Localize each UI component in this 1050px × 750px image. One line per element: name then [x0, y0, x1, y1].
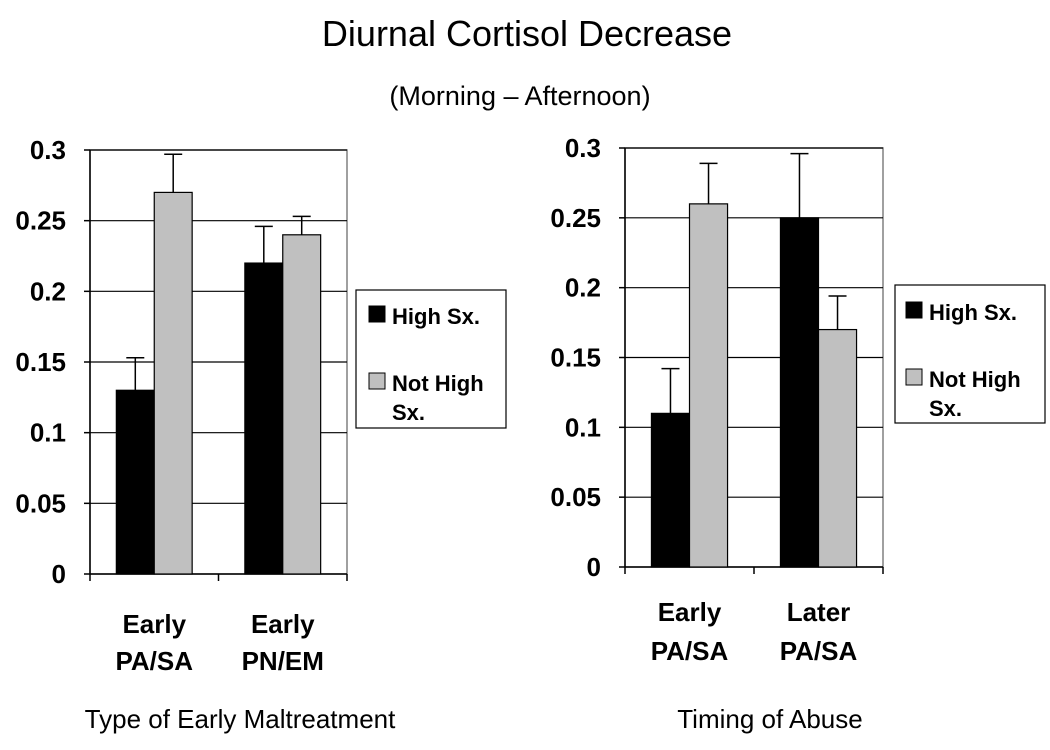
bar-not-high-2 — [282, 234, 322, 575]
y-tick-label: 0.05 — [15, 488, 66, 518]
y-tick-label: 0 — [587, 552, 601, 582]
y-tick-label: 0.1 — [30, 418, 66, 448]
y-tick-label: 0.1 — [565, 412, 601, 442]
legend-swatch-not-high — [905, 368, 923, 386]
x-axis-label: Timing of Abuse — [677, 704, 862, 734]
category-label: PA/SA — [115, 646, 193, 676]
y-tick-label: 0.2 — [565, 273, 601, 303]
legend-swatch-not-high — [368, 372, 386, 390]
chart-type-of-early-maltreatment: 0 0.05 0.1 0.15 0.2 0.25 0.3 Early PA/SA Early PN/… — [15, 135, 507, 734]
y-tick-label: 0.2 — [30, 276, 66, 306]
category-label: PA/SA — [651, 636, 729, 666]
category-label: Early — [658, 597, 722, 627]
y-tick-label: 0.15 — [15, 347, 66, 377]
y-tick-label: 0.15 — [550, 343, 601, 373]
legend-label-high: High Sx. — [392, 304, 480, 329]
bar-high-2 — [779, 217, 820, 568]
legend-label-not-high: Not High — [392, 371, 484, 396]
legend-label-high: High Sx. — [929, 300, 1017, 325]
y-tick-label: 0.3 — [565, 133, 601, 163]
chart-title: Diurnal Cortisol Decrease — [322, 13, 732, 54]
bar-high-1 — [650, 412, 691, 568]
bar-not-high-2 — [817, 328, 858, 568]
bar-high-2 — [244, 262, 284, 575]
category-label: PN/EM — [242, 646, 324, 676]
bar-high-1 — [115, 389, 155, 575]
legend-label-not-high: Not High — [929, 367, 1021, 392]
x-axis-label: Type of Early Maltreatment — [85, 704, 396, 734]
legend-label-not-high: Sx. — [392, 400, 425, 425]
y-tick-label: 0.3 — [30, 135, 66, 165]
chart-subtitle: (Morning – Afternoon) — [389, 81, 650, 111]
category-label: Later — [787, 597, 851, 627]
y-tick-label: 0.25 — [550, 203, 601, 233]
y-tick-label: 0.05 — [550, 482, 601, 512]
category-label: PA/SA — [780, 636, 858, 666]
legend-swatch-high — [905, 301, 923, 319]
y-tick-label: 0.25 — [15, 206, 66, 236]
legend-swatch-high — [368, 305, 386, 323]
bar-not-high-1 — [153, 191, 193, 575]
y-tick-label: 0 — [52, 559, 66, 589]
category-label: Early — [122, 609, 186, 639]
bar-not-high-1 — [688, 203, 729, 568]
chart-timing-of-abuse: 0 0.05 0.1 0.15 0.2 0.25 0.3 Early PA/SA Later PA/… — [550, 133, 1046, 734]
legend-label-not-high: Sx. — [929, 396, 962, 421]
category-label: Early — [251, 609, 315, 639]
